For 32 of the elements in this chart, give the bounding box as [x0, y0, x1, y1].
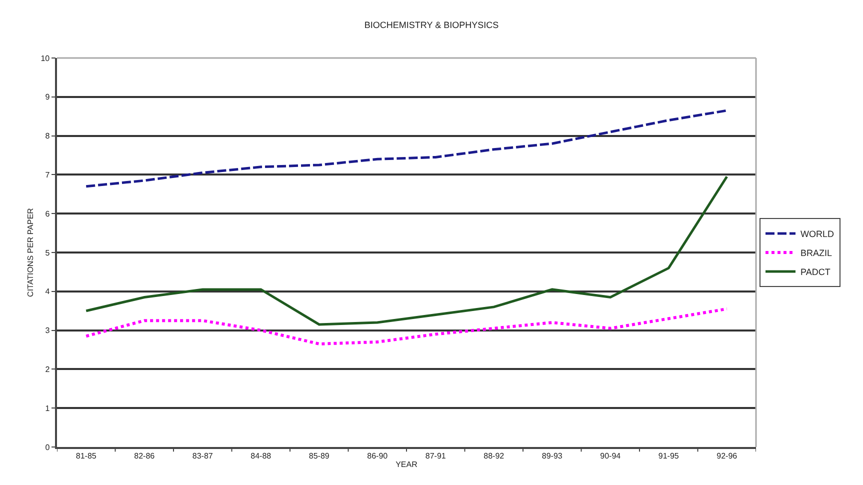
y-axis-title: CITATIONS PER PAPER [26, 208, 35, 297]
x-tick-label: 82-86 [134, 451, 156, 460]
line-series [84, 109, 728, 188]
y-tick-label: 0 [45, 442, 50, 452]
x-tick-label: 91-95 [658, 451, 680, 460]
legend-label: BRAZIL [800, 248, 832, 258]
x-tick-label: 88-92 [484, 451, 505, 460]
legend-label: WORLD [800, 229, 834, 240]
y-tick-label: 1 [45, 404, 50, 413]
y-tick-label: 3 [45, 326, 50, 336]
y-tick-label: 9 [45, 92, 50, 102]
line-series [84, 175, 728, 326]
y-tick-label: 6 [45, 209, 50, 218]
y-tick-label: 10 [40, 54, 50, 63]
y-tick-label: 2 [45, 365, 50, 374]
x-tick-label: 83-87 [192, 451, 214, 460]
x-tick-label: 89-93 [542, 451, 563, 460]
x-tick-label: 90-94 [600, 451, 622, 460]
y-tick-label: 4 [45, 287, 50, 296]
x-tick-label: 85-89 [308, 451, 330, 460]
line-series [84, 307, 728, 346]
legend-label: PADCT [800, 267, 831, 278]
x-axis-title: YEAR [396, 460, 418, 469]
x-tick-label: 86-90 [367, 451, 388, 460]
x-tick-label: 81-85 [76, 451, 97, 460]
x-tick-label: 87-91 [425, 451, 446, 460]
y-tick-label: 5 [45, 248, 50, 258]
x-tick-label: 84-88 [250, 451, 272, 460]
x-tick-label: 92-96 [716, 451, 738, 460]
y-tick-label: 7 [45, 170, 50, 180]
y-tick-label: 8 [45, 132, 50, 141]
chart-title: BIOCHEMISTRY & BIOPHYSICS [364, 20, 499, 30]
